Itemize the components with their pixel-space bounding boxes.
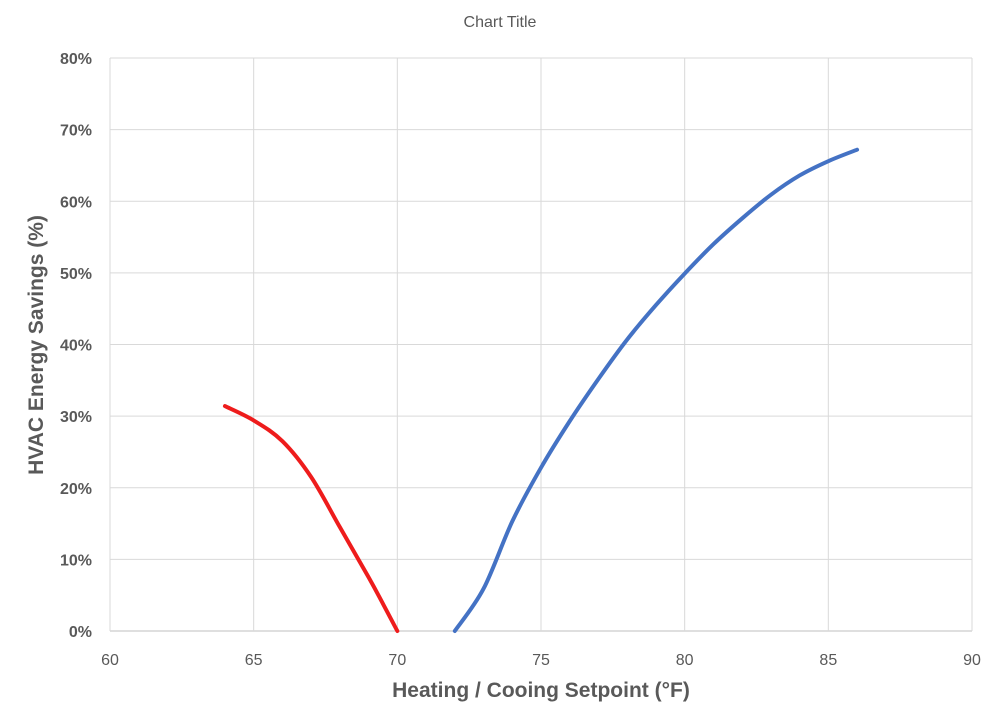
y-tick-label: 30% (60, 409, 92, 426)
y-tick-label: 60% (60, 194, 92, 211)
x-axis-title: Heating / Cooing Setpoint (°F) (392, 679, 690, 702)
y-tick-label: 20% (60, 481, 92, 498)
x-tick-label: 70 (388, 652, 406, 669)
x-tick-label: 65 (245, 652, 263, 669)
series-line-1 (222, 404, 400, 633)
x-tick-label: 90 (963, 652, 981, 669)
x-tick-label: 80 (676, 652, 694, 669)
series-lines (222, 147, 860, 633)
y-axis-title: HVAC Energy Savings (%) (25, 215, 48, 475)
y-tick-label: 10% (60, 552, 92, 569)
y-tick-label: 40% (60, 338, 92, 355)
y-tick-label: 70% (60, 123, 92, 140)
series-line-2 (452, 147, 860, 633)
x-tick-label: 60 (101, 652, 119, 669)
y-tick-label: 0% (69, 624, 92, 641)
gridlines (109, 57, 973, 632)
tick-labels: 0% 10% 20% 30% 40% 50% 60% 70% 80% 60 65 70 75 80 85 90 (60, 51, 981, 669)
x-tick-label: 85 (819, 652, 837, 669)
y-tick-label: 80% (60, 51, 92, 68)
y-tick-label: 50% (60, 266, 92, 283)
x-tick-label: 75 (532, 652, 550, 669)
chart-title: Chart Title (463, 14, 537, 31)
